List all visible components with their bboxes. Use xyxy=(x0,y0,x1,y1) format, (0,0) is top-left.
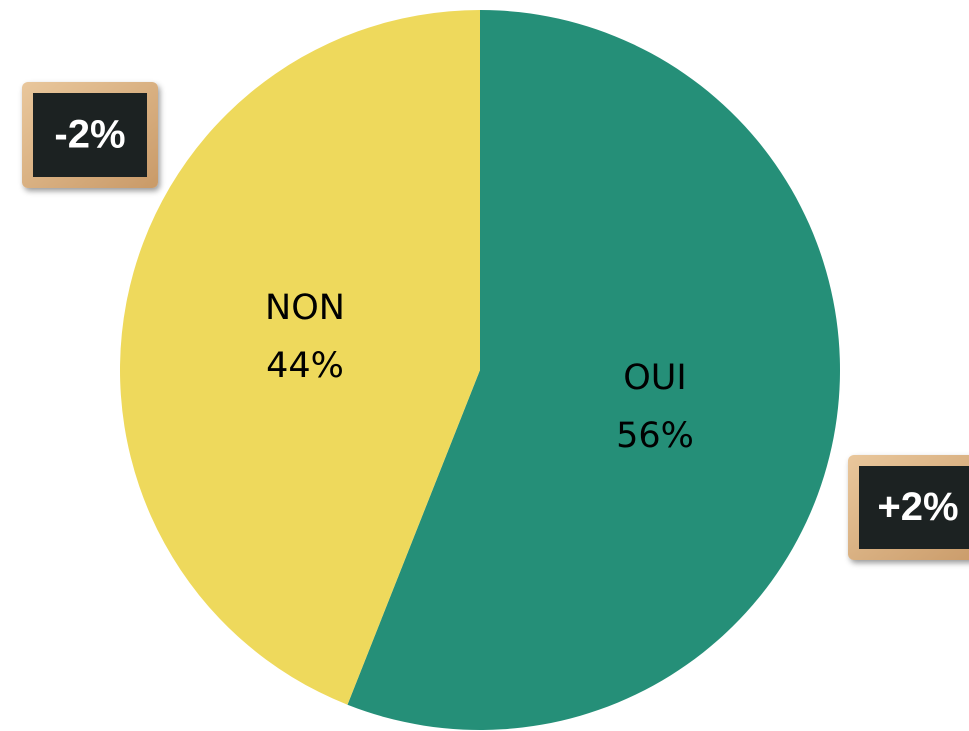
chalkboard: -2% xyxy=(22,82,158,188)
slice-value-label: 56% xyxy=(616,416,694,456)
annotation: -2% xyxy=(54,113,125,157)
chart: OUI 56% NON 44% +2% -2% xyxy=(0,0,969,731)
page: OUI56%NON44%+2%-2% (() => { const data =… xyxy=(0,0,969,731)
annotation: +2% xyxy=(877,485,958,529)
slice-category: NON xyxy=(265,288,345,328)
slice-value-label: 44% xyxy=(266,346,344,386)
chalkboard: +2% xyxy=(848,455,969,560)
slice-category: OUI xyxy=(623,358,687,398)
